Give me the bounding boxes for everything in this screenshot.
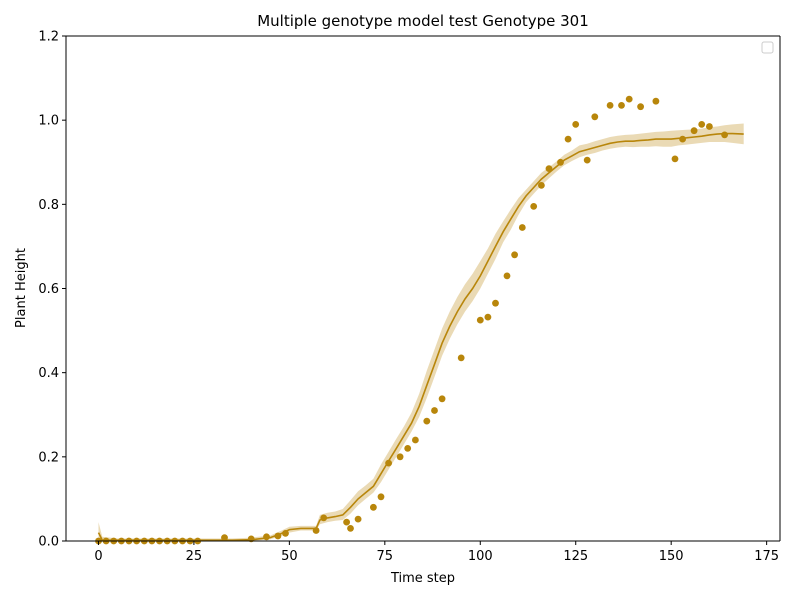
data-point — [492, 299, 499, 307]
mean-line-layer — [97, 132, 744, 542]
chart-title: Multiple genotype model test Genotype 30… — [257, 12, 589, 30]
data-point — [538, 182, 545, 189]
data-point — [263, 533, 270, 541]
axes: 0 25 50 75 100 125 150 175 0.0 0.2 0.4 0.6 0.8 1.0 1.2 — [38, 30, 781, 564]
data-point — [412, 436, 419, 444]
data-point — [690, 127, 698, 135]
data-point — [385, 459, 392, 467]
legend-box — [761, 41, 774, 54]
data-point — [347, 525, 354, 532]
x-tick-label: 150 — [659, 549, 684, 564]
data-point — [476, 316, 484, 324]
x-tick-label: 100 — [468, 549, 493, 564]
x-tick-label: 0 — [94, 549, 102, 564]
data-point — [721, 131, 728, 139]
observation-points-layer — [95, 95, 728, 545]
data-point — [221, 534, 228, 541]
data-point — [274, 532, 282, 540]
x-tick-label: 75 — [377, 549, 394, 564]
data-point — [503, 272, 511, 280]
mean-line — [97, 132, 744, 542]
data-point — [679, 135, 686, 143]
data-point — [564, 135, 572, 143]
y-tick-label: 1.0 — [38, 114, 59, 129]
data-point — [312, 527, 320, 534]
data-point — [396, 453, 404, 461]
y-tick-label: 1.2 — [38, 30, 59, 45]
y-tick-label: 0.2 — [38, 450, 59, 465]
data-point — [457, 354, 465, 362]
data-point — [518, 224, 526, 231]
data-point — [431, 407, 438, 414]
data-point — [511, 251, 518, 259]
confidence-band-layer — [98, 123, 744, 541]
confidence-band — [98, 123, 744, 541]
data-point — [343, 518, 350, 526]
y-axis-title: Plant Height — [14, 248, 29, 328]
data-point — [572, 121, 580, 128]
data-point — [652, 97, 660, 105]
data-point — [530, 203, 538, 210]
data-point — [404, 445, 412, 452]
data-point — [671, 155, 679, 163]
data-point — [377, 493, 385, 501]
y-tick-label: 0.0 — [38, 535, 59, 550]
x-tick-label: 175 — [754, 549, 779, 564]
x-tick-label: 50 — [281, 549, 298, 564]
data-point — [618, 102, 625, 109]
y-tick-label: 0.6 — [38, 282, 59, 297]
data-point — [625, 95, 633, 103]
data-point — [698, 121, 706, 128]
data-point — [637, 103, 644, 111]
data-point — [591, 113, 599, 121]
x-axis-title: Time step — [390, 571, 455, 586]
data-point — [438, 395, 446, 403]
y-tick-label: 0.8 — [38, 198, 59, 213]
y-tick-label: 0.4 — [38, 366, 59, 381]
data-point — [320, 514, 328, 522]
data-point — [423, 417, 431, 425]
data-point — [282, 530, 289, 537]
data-point — [583, 156, 591, 164]
data-point — [557, 158, 564, 166]
data-point — [370, 503, 377, 511]
data-point — [484, 313, 492, 321]
data-point — [354, 515, 362, 523]
data-point — [606, 102, 614, 109]
x-tick-label: 25 — [186, 549, 203, 564]
data-point — [545, 165, 553, 173]
x-tick-label: 125 — [563, 549, 588, 564]
data-point — [706, 123, 713, 130]
